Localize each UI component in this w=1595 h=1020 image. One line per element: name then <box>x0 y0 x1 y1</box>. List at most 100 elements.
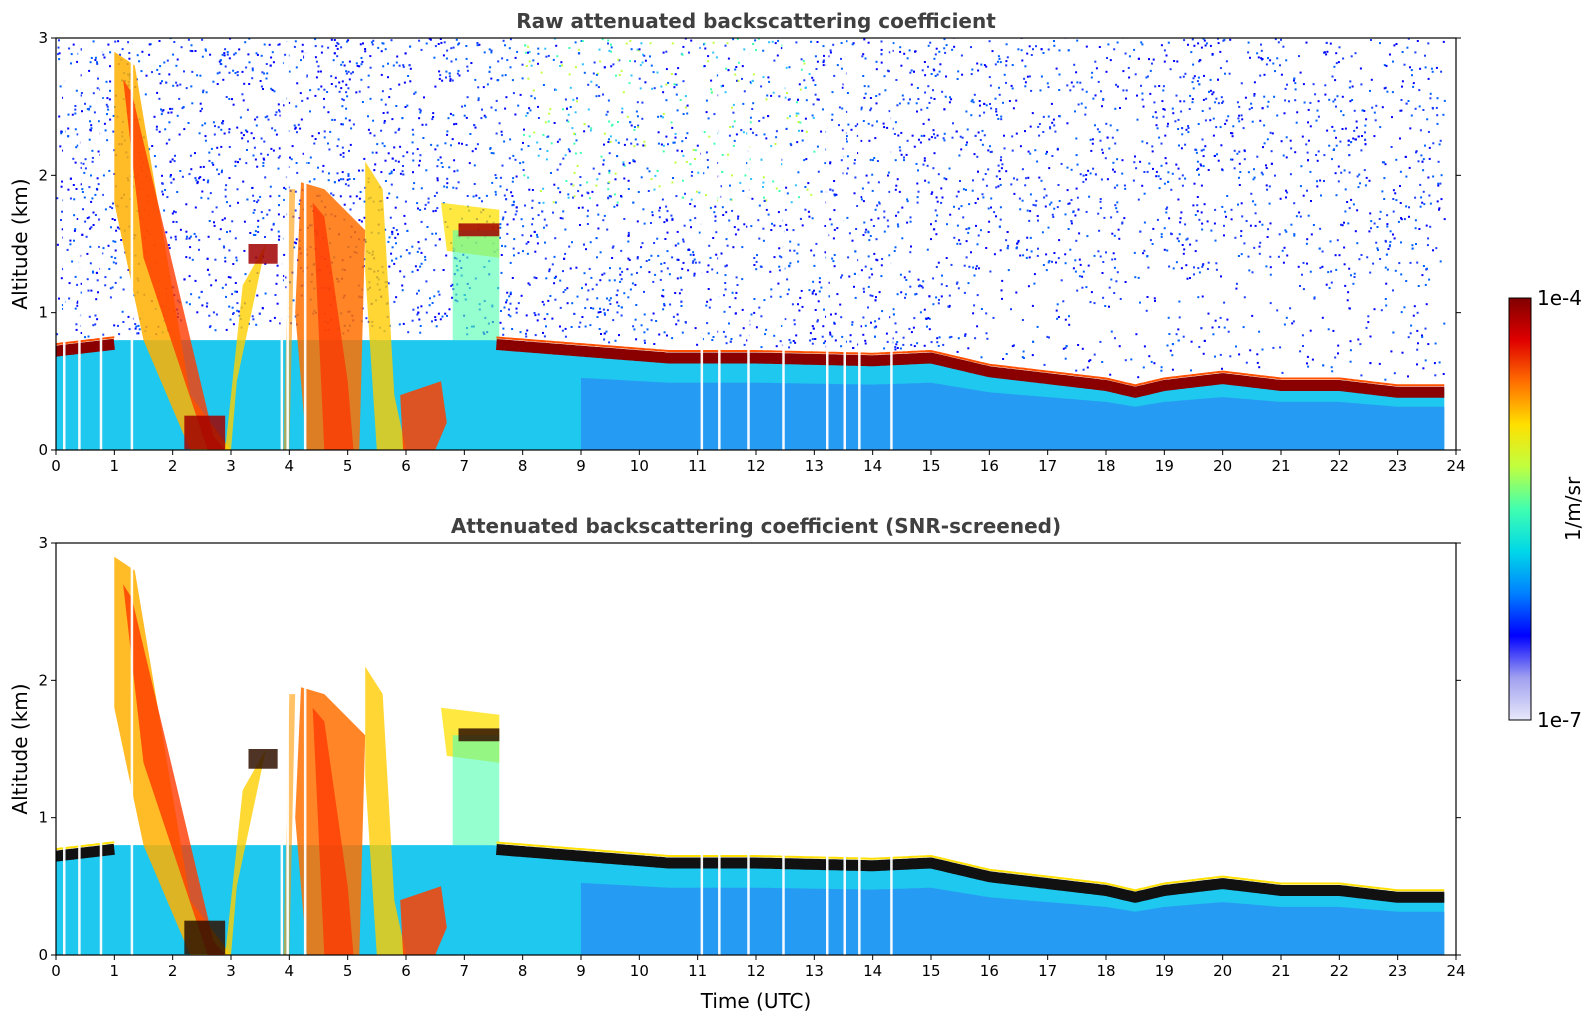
noise-speckle <box>550 172 552 174</box>
noise-speckle <box>161 174 163 177</box>
noise-speckle <box>1015 99 1018 102</box>
noise-speckle <box>315 60 318 63</box>
noise-speckle <box>1158 187 1161 190</box>
noise-speckle <box>1224 72 1226 75</box>
noise-speckle <box>337 43 340 45</box>
noise-speckle <box>198 296 201 299</box>
noise-speckle <box>1184 143 1187 146</box>
noise-speckle <box>1254 212 1257 215</box>
noise-speckle <box>957 337 960 340</box>
noise-speckle <box>68 47 71 50</box>
noise-speckle <box>755 49 757 52</box>
noise-speckle <box>237 201 239 204</box>
panel-raw: Raw attenuated backscattering coefficien… <box>8 9 1466 475</box>
noise-speckle <box>1291 322 1294 325</box>
noise-speckle <box>266 153 269 156</box>
noise-speckle <box>868 276 871 279</box>
noise-speckle <box>347 173 350 176</box>
noise-speckle <box>1078 275 1081 278</box>
noise-speckle <box>630 273 633 276</box>
noise-speckle <box>1118 345 1121 348</box>
noise-speckle <box>1074 259 1077 262</box>
noise-speckle <box>1309 170 1312 173</box>
noise-speckle <box>564 335 567 338</box>
noise-speckle <box>682 179 684 182</box>
noise-speckle <box>1142 252 1145 255</box>
noise-speckle <box>58 115 61 118</box>
noise-speckle <box>1160 366 1163 369</box>
noise-speckle <box>661 294 664 297</box>
noise-speckle <box>293 45 296 48</box>
noise-speckle <box>58 297 60 300</box>
noise-speckle <box>1262 146 1264 149</box>
noise-speckle <box>373 169 376 172</box>
noise-speckle <box>627 231 630 234</box>
noise-speckle <box>160 108 162 111</box>
noise-speckle <box>1424 359 1427 362</box>
noise-speckle <box>1250 102 1253 105</box>
noise-speckle <box>752 131 754 134</box>
noise-speckle <box>522 225 525 228</box>
noise-speckle <box>1082 368 1085 371</box>
noise-speckle <box>509 261 512 264</box>
noise-speckle <box>336 47 339 50</box>
noise-speckle <box>940 201 943 204</box>
noise-speckle <box>902 343 905 346</box>
noise-speckle <box>401 284 404 287</box>
noise-speckle <box>853 162 856 165</box>
noise-speckle <box>1196 204 1199 207</box>
noise-speckle <box>1410 69 1413 72</box>
noise-speckle <box>1301 273 1303 276</box>
noise-speckle <box>94 323 97 326</box>
noise-speckle <box>81 191 84 193</box>
noise-speckle <box>442 269 445 271</box>
noise-speckle <box>408 64 411 67</box>
noise-speckle <box>451 138 454 141</box>
noise-speckle <box>690 198 693 201</box>
noise-speckle <box>803 159 806 162</box>
noise-speckle <box>438 77 441 80</box>
noise-speckle <box>399 145 402 148</box>
noise-speckle <box>816 41 819 43</box>
noise-speckle <box>1091 71 1094 74</box>
noise-speckle <box>169 160 172 163</box>
noise-speckle <box>257 231 260 233</box>
noise-speckle <box>342 155 345 158</box>
noise-speckle <box>922 122 925 125</box>
noise-speckle <box>676 230 679 233</box>
noise-speckle <box>1419 183 1422 186</box>
noise-speckle <box>960 205 963 208</box>
noise-speckle <box>314 56 317 59</box>
noise-speckle <box>1182 252 1185 255</box>
noise-speckle <box>1188 108 1191 110</box>
noise-speckle <box>868 139 871 142</box>
noise-speckle <box>1434 374 1437 377</box>
noise-speckle <box>1096 128 1099 131</box>
noise-speckle <box>495 177 498 179</box>
noise-speckle <box>910 69 913 72</box>
noise-speckle <box>538 201 541 204</box>
noise-speckle <box>789 341 792 344</box>
noise-speckle <box>628 259 631 261</box>
noise-speckle <box>333 118 336 121</box>
noise-speckle <box>1379 258 1382 260</box>
noise-speckle <box>1092 97 1095 100</box>
noise-speckle <box>1403 218 1406 221</box>
noise-speckle <box>1245 220 1248 222</box>
noise-speckle <box>1036 325 1039 328</box>
noise-speckle <box>750 313 753 316</box>
noise-speckle <box>1137 276 1140 279</box>
noise-speckle <box>864 342 867 345</box>
noise-speckle <box>1413 305 1416 308</box>
noise-speckle <box>270 228 273 231</box>
noise-speckle <box>975 265 978 268</box>
noise-speckle <box>278 109 280 112</box>
noise-speckle <box>208 159 211 162</box>
noise-speckle <box>1174 120 1177 123</box>
noise-speckle <box>1215 126 1218 129</box>
noise-speckle <box>778 265 781 268</box>
noise-speckle <box>1143 171 1146 173</box>
noise-speckle <box>220 128 223 131</box>
noise-speckle <box>1210 229 1213 232</box>
noise-speckle <box>1085 286 1088 289</box>
